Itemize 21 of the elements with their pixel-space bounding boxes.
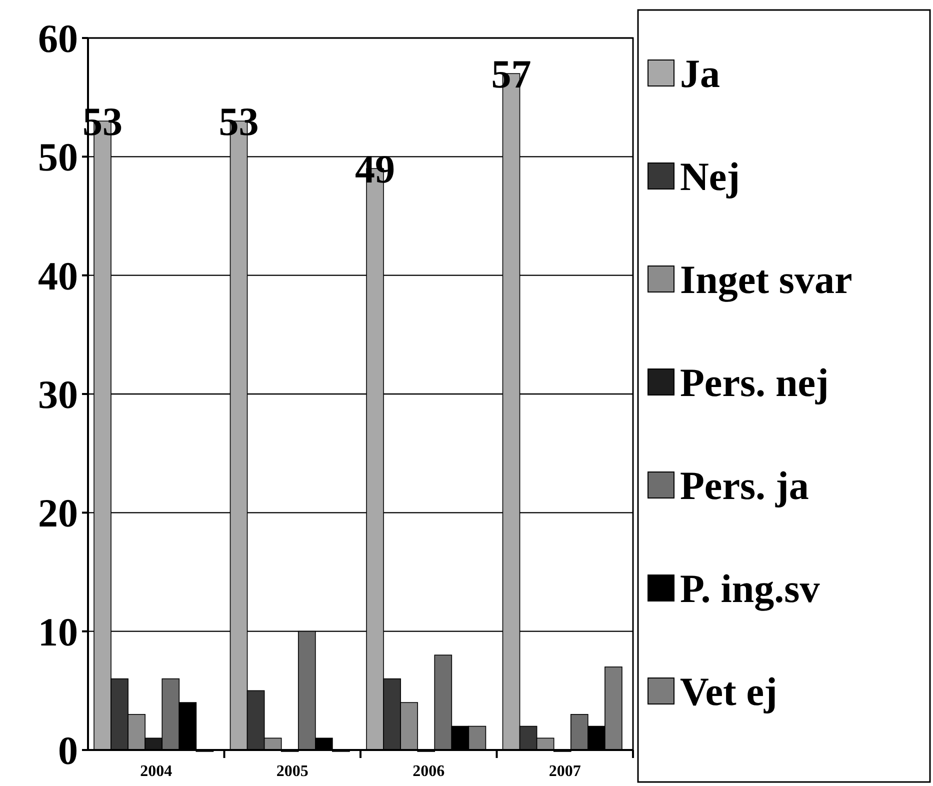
x-tick-label: 2006	[412, 763, 445, 780]
x-tick-label: 2004	[140, 763, 172, 780]
y-tick-label: 20	[38, 490, 78, 536]
legend-label: Pers. ja	[680, 463, 809, 508]
data-label: 53	[218, 99, 259, 144]
legend-label: Vet ej	[680, 669, 778, 714]
data-label: 57	[491, 52, 532, 97]
legend-label: Ja	[680, 51, 720, 96]
legend-label: P. ing.sv	[680, 566, 820, 611]
y-tick-label: 60	[38, 16, 78, 61]
y-tick-label: 0	[58, 728, 78, 773]
y-tick-label: 30	[38, 372, 78, 417]
x-tick-label: 2007	[548, 763, 581, 780]
legend-label: Inget svar	[680, 257, 852, 302]
data-label: 49	[355, 146, 396, 192]
legend-label: Nej	[680, 154, 740, 199]
y-tick-label: 50	[38, 134, 78, 180]
x-tick-label: 2005	[276, 763, 308, 780]
y-tick-label: 10	[38, 609, 78, 654]
legend-label: Pers. nej	[680, 360, 829, 405]
y-tick-label: 40	[38, 253, 78, 298]
